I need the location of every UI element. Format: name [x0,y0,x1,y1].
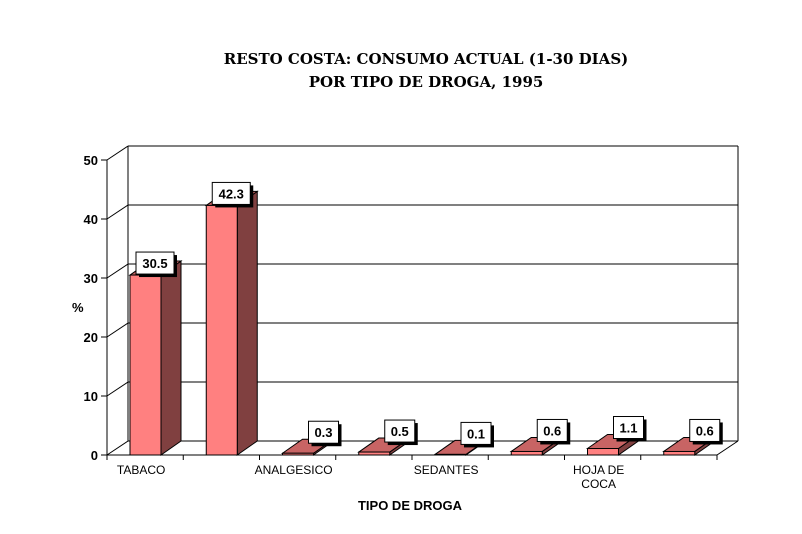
x-category-label: HOJA DE COCA [573,463,624,491]
bar [282,452,314,456]
x-axis-title: TIPO DE DROGA [358,498,463,513]
category-labels: TABACO ANALGESICO SEDANTES HOJA DE COCA [117,463,624,491]
data-label-box [135,251,175,275]
bar [129,274,162,456]
gridlines [106,145,738,397]
data-label-box [384,419,416,443]
data-label: 0.1 [467,426,485,441]
data-label-box [308,420,339,444]
y-tick-label: 20 [84,330,98,345]
bar [510,450,543,456]
bar-group: 1.1 [585,416,647,456]
bar-group: 0.6 [662,418,723,456]
data-label: 0.3 [314,425,332,440]
gridline-diagonal [106,145,129,161]
data-label-box [613,416,644,440]
bar-side [160,260,182,456]
x-category-label: ANALGESICO [255,463,333,477]
y-tick-label: 50 [84,153,98,168]
bar [663,450,696,456]
data-label-box [460,421,492,445]
bar-group: 0.1 [433,421,494,456]
gridline-diagonal [106,381,129,397]
bar [587,448,619,456]
x-category-label: SEDANTES [414,463,479,477]
bar [205,204,238,456]
data-label: 1.1 [619,421,637,436]
y-axis-title: % [72,300,84,315]
bar-group: 0.5 [357,419,418,456]
gridline-diagonal [106,322,129,338]
y-tick-label: 0 [91,448,98,463]
bar-group: 30.5 [128,251,183,456]
chart-subtitle: POR TIPO DE DROGA, 1995 [308,73,544,91]
y-tick-label: 30 [84,271,98,286]
bars: 30.5 42.3 0.3 0.5 0.1 0.6 1.1 0.6 [128,181,723,456]
data-label-box [211,181,251,205]
data-label: 0.5 [391,424,409,439]
bar-group: 42.3 [204,181,259,456]
x-category-label: TABACO [117,463,165,477]
y-ticks: 0 10 20 30 40 50 [84,153,107,463]
gridline-diagonal [106,204,129,220]
bar-group: 0.6 [509,418,571,456]
data-label-box [536,418,568,442]
bar [434,453,467,456]
bar [358,451,391,456]
data-label: 42.3 [219,186,244,201]
bar-group: 0.3 [280,420,342,456]
y-tick-label: 40 [84,212,98,227]
data-label: 0.6 [543,423,561,438]
chart-title: RESTO COSTA: CONSUMO ACTUAL (1-30 DIAS) [223,50,629,68]
back-wall-left-edge [106,146,129,456]
floor-right-edge [716,440,739,456]
gridline-diagonal [106,263,129,279]
data-label-box [689,418,721,442]
y-tick-label: 10 [84,389,98,404]
bar-side [236,190,258,456]
data-label: 0.6 [696,423,714,438]
data-label: 30.5 [142,256,167,271]
chart-frame [106,146,739,456]
